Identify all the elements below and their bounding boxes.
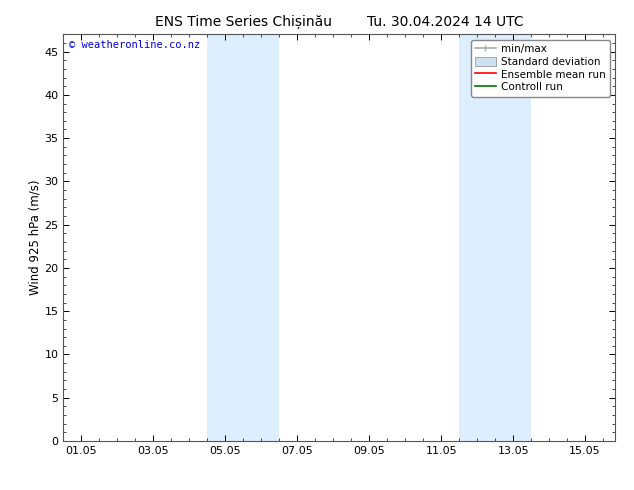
Legend: min/max, Standard deviation, Ensemble mean run, Controll run: min/max, Standard deviation, Ensemble me… (470, 40, 610, 97)
Bar (207, 34, 280, 441)
Y-axis label: Wind 925 hPa (m/s): Wind 925 hPa (m/s) (29, 180, 42, 295)
Title: ENS Time Series Chișinău        Tu. 30.04.2024 14 UTC: ENS Time Series Chișinău Tu. 30.04.2024 … (155, 15, 524, 29)
Bar (459, 34, 531, 441)
Text: © weatheronline.co.nz: © weatheronline.co.nz (69, 40, 200, 50)
